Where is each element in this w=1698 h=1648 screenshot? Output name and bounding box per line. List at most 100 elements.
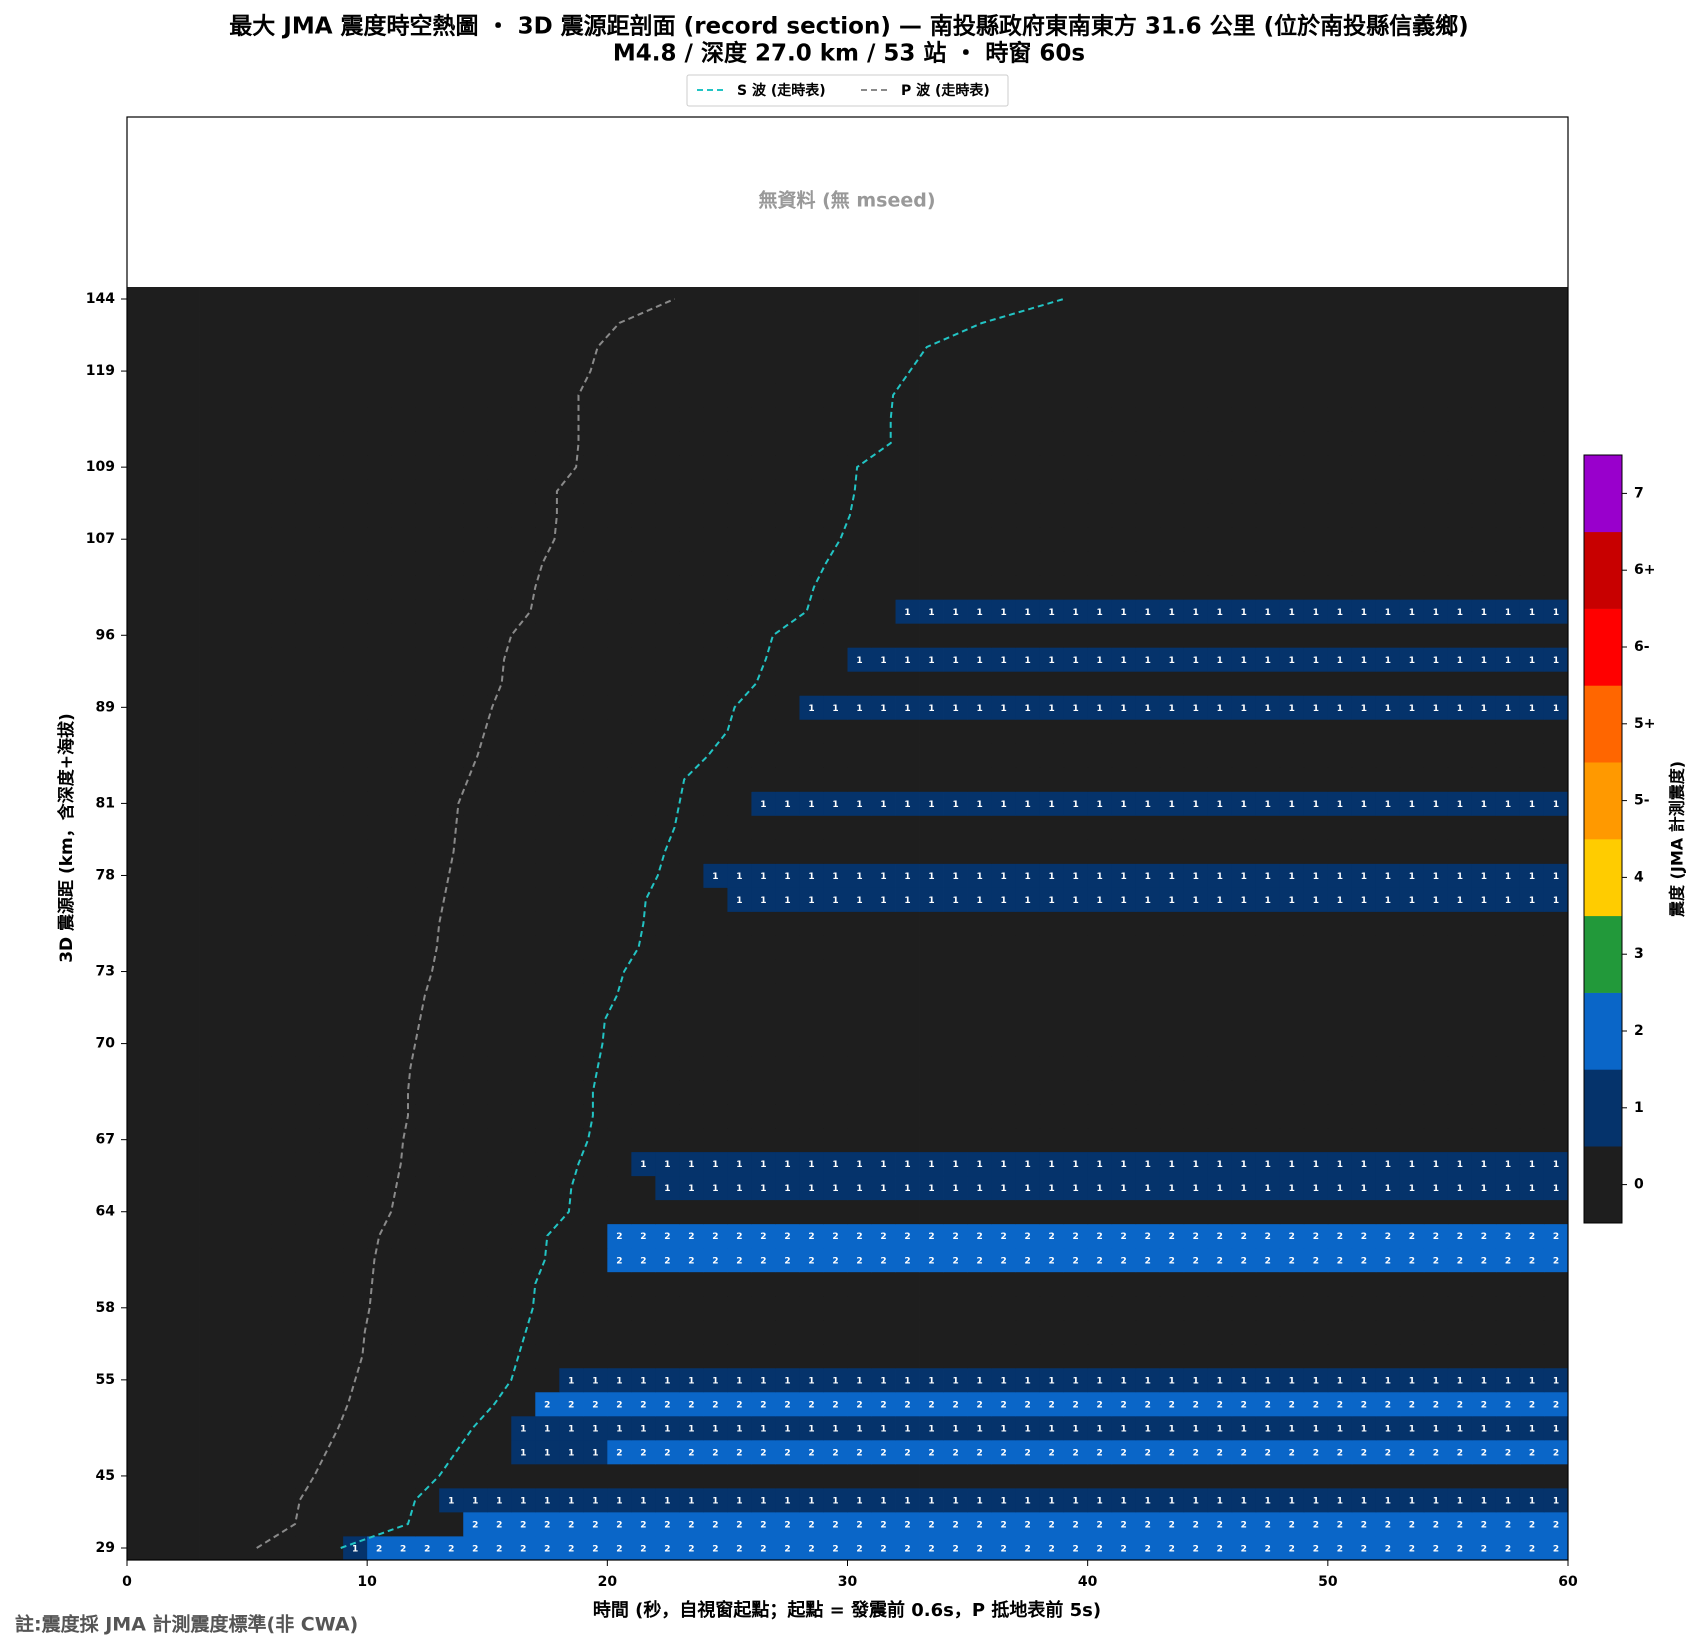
- cell: [1087, 1247, 1113, 1273]
- cell: [1039, 839, 1065, 864]
- cell: [1015, 623, 1041, 648]
- cell-label: 2: [1073, 1448, 1079, 1458]
- cell: [343, 1487, 368, 1513]
- cell: [1447, 503, 1473, 528]
- cell: [679, 863, 704, 888]
- cell: [1423, 815, 1449, 840]
- cell: [1375, 815, 1401, 840]
- cell-label: 2: [1193, 1544, 1199, 1554]
- cell-label: 1: [880, 896, 886, 906]
- cell: [367, 743, 392, 768]
- cell: [1135, 671, 1161, 696]
- cell: [1303, 383, 1329, 408]
- cell: [1159, 551, 1185, 576]
- cell: [343, 1271, 368, 1297]
- cell: [919, 551, 944, 576]
- cell: [415, 1199, 440, 1225]
- cell: [1423, 1007, 1449, 1032]
- cell-label: 2: [1000, 1448, 1006, 1458]
- cell: [751, 791, 776, 816]
- cell: [1039, 1127, 1065, 1153]
- cell: [295, 1343, 320, 1369]
- cell-label: 2: [1000, 1544, 1006, 1554]
- cell: [439, 1103, 464, 1129]
- cell: [1087, 935, 1113, 960]
- cell-label: 2: [952, 1448, 958, 1458]
- cell: [391, 695, 416, 720]
- cell: [583, 623, 608, 648]
- cell: [439, 791, 464, 816]
- cell: [991, 887, 1017, 912]
- cell: [655, 335, 680, 360]
- cell: [895, 863, 920, 888]
- cell: [127, 1199, 152, 1225]
- cell-label: 1: [1409, 1424, 1415, 1434]
- cell: [151, 479, 176, 504]
- cell: [751, 1151, 776, 1177]
- cell: [847, 1007, 872, 1032]
- cell: [1159, 911, 1185, 936]
- cell: [655, 1175, 680, 1201]
- cell: [1399, 1295, 1425, 1321]
- chart-title: 最大 JMA 震度時空熱圖 ・ 3D 震源距剖面 (record section…: [229, 13, 1468, 40]
- cell: [1063, 647, 1089, 672]
- cell: [1039, 791, 1065, 816]
- cell: [1351, 1199, 1377, 1225]
- cell: [1519, 407, 1545, 432]
- cell: [799, 1439, 824, 1465]
- cell: [847, 359, 872, 384]
- cell: [175, 311, 200, 336]
- cell: [487, 791, 512, 816]
- cell: [175, 623, 200, 648]
- cell: [631, 671, 656, 696]
- cell-label: 1: [1121, 1496, 1127, 1506]
- cell-label: 1: [1024, 1376, 1030, 1386]
- cell: [631, 1031, 656, 1057]
- cell: [1447, 935, 1473, 960]
- cell-label: 1: [736, 1184, 742, 1194]
- cell: [943, 575, 968, 600]
- cell: [919, 647, 944, 672]
- cell: [1255, 1007, 1281, 1032]
- cell: [175, 431, 200, 456]
- cell-label: 1: [904, 1424, 910, 1434]
- cell: [1447, 1151, 1473, 1177]
- cell: [775, 695, 800, 720]
- cell: [1543, 1439, 1569, 1465]
- cell: [655, 1223, 680, 1249]
- cell-label: 2: [808, 1544, 814, 1554]
- cell: [631, 1103, 656, 1129]
- cell: [1087, 1103, 1113, 1129]
- cell: [1183, 383, 1209, 408]
- cell: [535, 1175, 560, 1201]
- cell-label: 2: [1313, 1520, 1319, 1530]
- cell-label: 1: [1289, 800, 1295, 810]
- cell: [679, 959, 704, 984]
- cell: [1159, 695, 1185, 720]
- cell-label: 2: [832, 1448, 838, 1458]
- cell: [1543, 1343, 1569, 1369]
- cell: [871, 335, 896, 360]
- cell: [583, 1223, 608, 1249]
- cell: [679, 599, 704, 624]
- cell-label: 1: [808, 896, 814, 906]
- cell: [559, 287, 584, 312]
- cell-label: 2: [1409, 1232, 1415, 1242]
- cell: [1183, 647, 1209, 672]
- cell: [991, 719, 1017, 744]
- cell: [823, 887, 848, 912]
- cell: [127, 1031, 152, 1057]
- cell: [1183, 1463, 1209, 1489]
- cell: [1207, 1199, 1233, 1225]
- cell: [1135, 1487, 1161, 1513]
- cell: [151, 1103, 176, 1129]
- cell: [223, 1127, 248, 1153]
- cell: [1447, 1439, 1473, 1465]
- cell: [631, 1415, 656, 1441]
- cell: [1015, 1319, 1041, 1345]
- cell-label: 1: [1193, 608, 1199, 618]
- cell: [895, 431, 920, 456]
- cell: [1399, 1151, 1425, 1177]
- cell: [1471, 719, 1497, 744]
- cell: [703, 719, 728, 744]
